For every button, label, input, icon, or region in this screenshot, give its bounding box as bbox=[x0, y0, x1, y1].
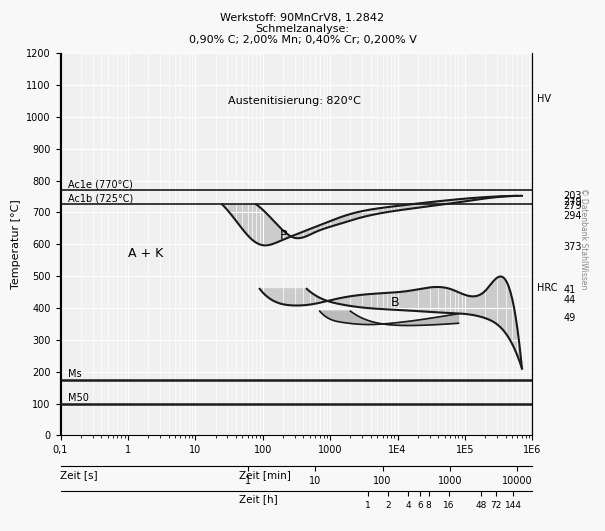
Text: 279: 279 bbox=[563, 197, 581, 207]
Text: Ac1e (770°C): Ac1e (770°C) bbox=[68, 179, 133, 190]
Text: 279: 279 bbox=[563, 201, 581, 211]
Text: M50: M50 bbox=[68, 393, 89, 403]
Text: Austenitisierung: 820°C: Austenitisierung: 820°C bbox=[229, 96, 361, 106]
Text: B: B bbox=[391, 296, 400, 310]
Polygon shape bbox=[222, 196, 522, 245]
Text: 294: 294 bbox=[563, 211, 581, 220]
Text: Zeit [s]: Zeit [s] bbox=[60, 470, 98, 480]
Polygon shape bbox=[319, 311, 459, 326]
Text: Schmelzanalyse:: Schmelzanalyse: bbox=[255, 24, 350, 34]
Text: HV: HV bbox=[537, 94, 551, 104]
Y-axis label: Temperatur [°C]: Temperatur [°C] bbox=[11, 199, 21, 289]
Text: P: P bbox=[280, 229, 287, 242]
Text: HRC: HRC bbox=[537, 283, 558, 293]
Text: 0,90% C; 2,00% Mn; 0,40% Cr; 0,200% V: 0,90% C; 2,00% Mn; 0,40% Cr; 0,200% V bbox=[189, 35, 416, 45]
Text: 44: 44 bbox=[563, 295, 575, 305]
Text: Werkstoff: 90MnCrV8, 1.2842: Werkstoff: 90MnCrV8, 1.2842 bbox=[220, 13, 385, 23]
Text: Ms: Ms bbox=[68, 369, 82, 379]
Text: Zeit [h]: Zeit [h] bbox=[239, 494, 278, 504]
Text: 203: 203 bbox=[563, 191, 581, 201]
Text: A + K: A + K bbox=[128, 247, 163, 260]
Text: 49: 49 bbox=[563, 313, 575, 322]
Polygon shape bbox=[260, 277, 522, 369]
Text: Zeit [min]: Zeit [min] bbox=[239, 470, 291, 480]
Text: 41: 41 bbox=[563, 286, 575, 295]
Text: Ac1b (725°C): Ac1b (725°C) bbox=[68, 194, 134, 204]
Text: © Datenbank StahlWissen: © Datenbank StahlWissen bbox=[580, 189, 588, 289]
Text: 373: 373 bbox=[563, 243, 581, 252]
